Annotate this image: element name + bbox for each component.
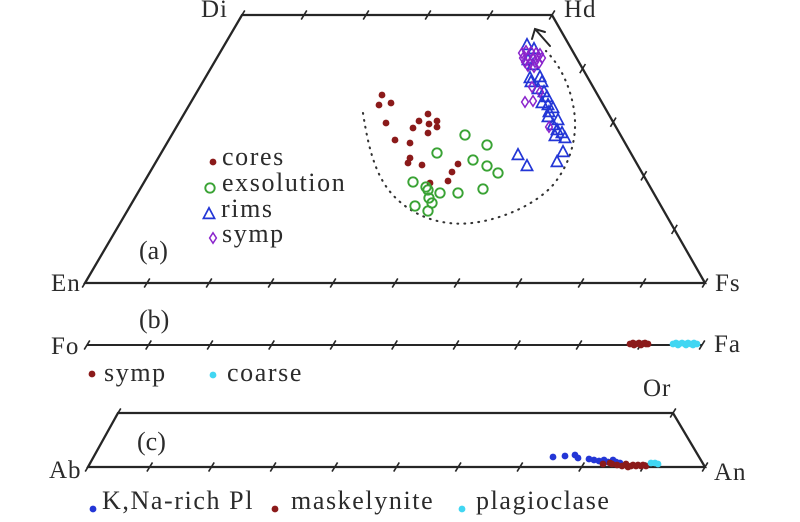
tick-mark	[175, 117, 183, 128]
series-symp	[517, 44, 554, 134]
series-coarse	[669, 339, 701, 349]
tick-mark	[393, 461, 400, 473]
corner-label-or: Or	[643, 375, 672, 402]
series-cores	[375, 91, 462, 187]
legend-c-knapl-label: K,Na-rich Pl	[102, 486, 255, 515]
corner-label-hd: Hd	[564, 0, 597, 23]
tick-mark	[145, 339, 152, 351]
legend-a-exsolution-label: exsolution	[222, 168, 347, 197]
tick-mark	[329, 339, 337, 351]
legend-marker-plagioclase	[458, 505, 466, 513]
tick-mark	[453, 277, 461, 289]
legend-marker-rims	[201, 205, 217, 220]
tick-mark	[143, 277, 151, 289]
tick-mark	[578, 461, 586, 473]
tick-mark	[207, 461, 215, 473]
legend-marker-symp	[208, 231, 218, 245]
corner-label-en: En	[51, 270, 81, 297]
legend-a-symp-label: symp	[222, 219, 285, 248]
panel-a	[81, 9, 709, 289]
tick-mark	[331, 461, 339, 473]
tick-mark	[146, 461, 154, 473]
tick-mark	[669, 407, 677, 419]
legend-marker-coarse	[209, 371, 217, 379]
series-rims	[510, 36, 573, 172]
tick-mark	[701, 461, 709, 473]
legend-marker-exsolution	[204, 182, 216, 194]
tick-mark	[205, 277, 213, 289]
legend-marker-k-na-rich-pl	[89, 505, 97, 513]
tick-mark	[424, 9, 432, 21]
trend-envelope-dotted-curve	[361, 49, 577, 225]
tick-mark	[114, 407, 122, 419]
legend-c-maskelynite-label: maskelynite	[291, 486, 435, 515]
tick-mark	[698, 339, 706, 351]
tick-mark	[81, 277, 89, 289]
legend-marker-symp	[88, 370, 96, 378]
tick-mark	[670, 224, 678, 235]
corner-label-an: An	[714, 459, 747, 486]
tick-mark	[452, 339, 460, 351]
trend-arrow	[531, 27, 551, 47]
legend-b-symp-label: symp	[104, 358, 167, 387]
tick-mark	[515, 277, 523, 289]
tick-mark	[300, 9, 308, 21]
tick-mark	[269, 461, 277, 473]
tick-mark	[701, 277, 709, 289]
tick-mark	[516, 461, 524, 473]
diagram-outline	[82, 13, 707, 285]
panel-a-label: (a)	[139, 236, 168, 265]
tick-mark	[391, 339, 398, 351]
panel-c	[84, 407, 709, 513]
legend-marker-cores	[209, 158, 217, 166]
tick-mark	[238, 9, 246, 21]
tick-mark	[579, 63, 587, 74]
legend-marker-maskelynite	[271, 505, 279, 513]
legend-a-rims-label: rims	[221, 194, 274, 223]
tick-mark	[83, 339, 91, 351]
tick-mark	[514, 339, 521, 351]
end-label-fo: Fo	[51, 333, 80, 360]
tick-mark	[112, 224, 120, 235]
tick-mark	[391, 277, 399, 289]
end-label-fa: Fa	[714, 331, 741, 358]
tick-mark	[640, 170, 648, 181]
tick-mark	[575, 339, 583, 351]
panel-b	[83, 339, 706, 379]
panel-c-label: (c)	[137, 427, 166, 456]
tick-mark	[144, 170, 152, 181]
tick-mark	[329, 277, 337, 289]
corner-label-di: Di	[201, 0, 228, 23]
panel-b-label: (b)	[139, 305, 170, 334]
series-plagioclase	[647, 459, 662, 468]
tick-mark	[609, 117, 617, 128]
corner-label-ab: Ab	[49, 457, 82, 484]
series-maskelynite	[599, 459, 650, 471]
legend-b-coarse-label: coarse	[227, 358, 303, 387]
tick-mark	[84, 461, 92, 473]
legend-c-plagioclase-label: plagioclase	[476, 486, 611, 515]
tick-mark	[267, 277, 275, 289]
tick-mark	[362, 9, 370, 21]
tick-mark	[454, 461, 462, 473]
tick-mark	[548, 9, 556, 21]
tick-mark	[639, 277, 647, 289]
tick-mark	[268, 339, 275, 351]
series-exsolution	[407, 129, 504, 217]
tick-mark	[486, 9, 494, 21]
tick-mark	[577, 277, 585, 289]
corner-label-fs: Fs	[715, 270, 741, 297]
legend-a-cores-label: cores	[222, 142, 285, 171]
tick-mark	[206, 339, 214, 351]
series-symp	[626, 339, 652, 349]
tick-mark	[207, 63, 215, 74]
